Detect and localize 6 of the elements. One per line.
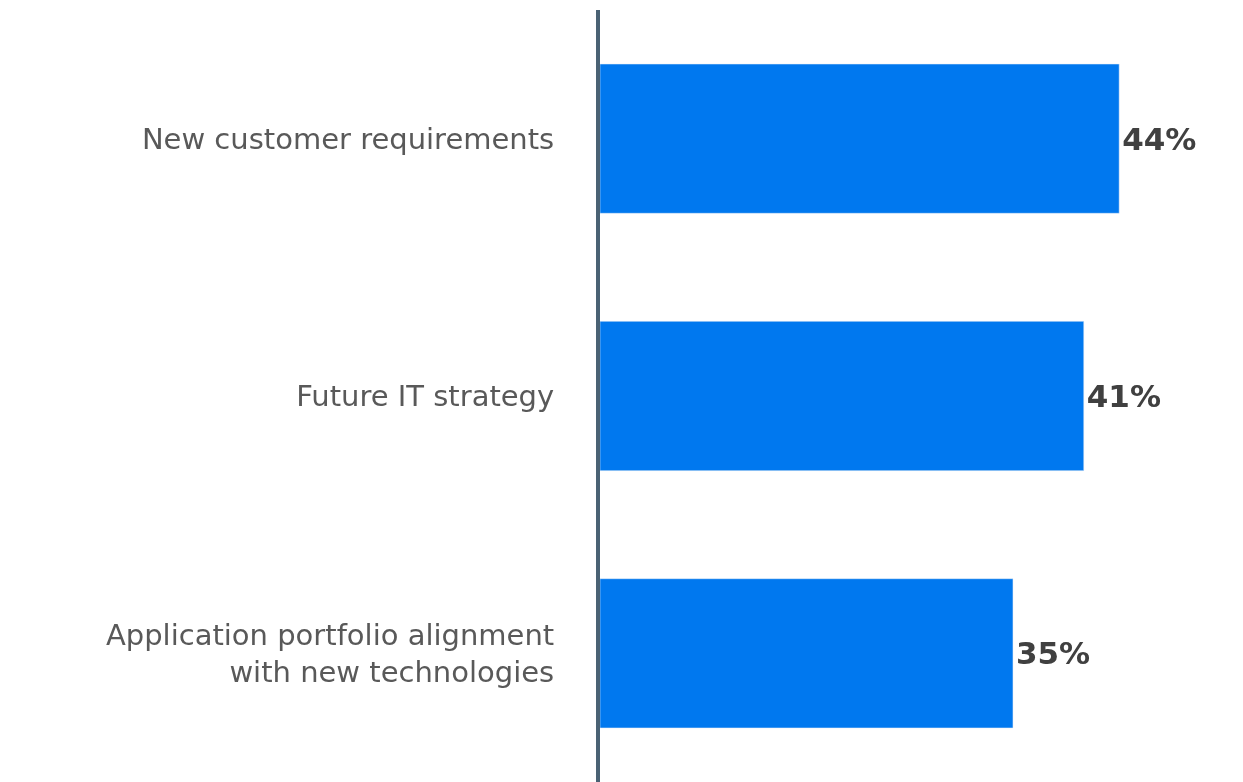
data-label: 35%	[1015, 635, 1091, 672]
y-tick-label: New customer requirements	[141, 121, 555, 156]
data-label: 44%	[1122, 120, 1197, 157]
data-label: 41%	[1086, 378, 1161, 414]
y-tick-label: Application portfolio alignment with new technologies	[105, 617, 555, 690]
y-tick-label: Future IT strategy	[296, 379, 555, 414]
